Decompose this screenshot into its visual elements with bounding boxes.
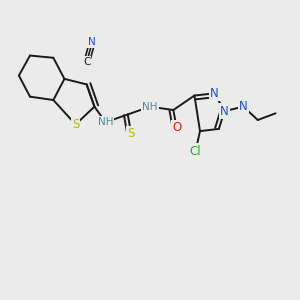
- Text: S: S: [128, 127, 135, 140]
- Text: N: N: [210, 87, 219, 100]
- Text: N: N: [239, 100, 248, 113]
- Text: N: N: [220, 105, 229, 118]
- Text: C: C: [83, 57, 90, 67]
- Text: N: N: [88, 37, 96, 47]
- Text: O: O: [172, 121, 181, 134]
- Text: NH: NH: [98, 117, 113, 127]
- Text: S: S: [72, 118, 79, 131]
- Text: Cl: Cl: [190, 145, 201, 158]
- Text: NH: NH: [142, 102, 158, 112]
